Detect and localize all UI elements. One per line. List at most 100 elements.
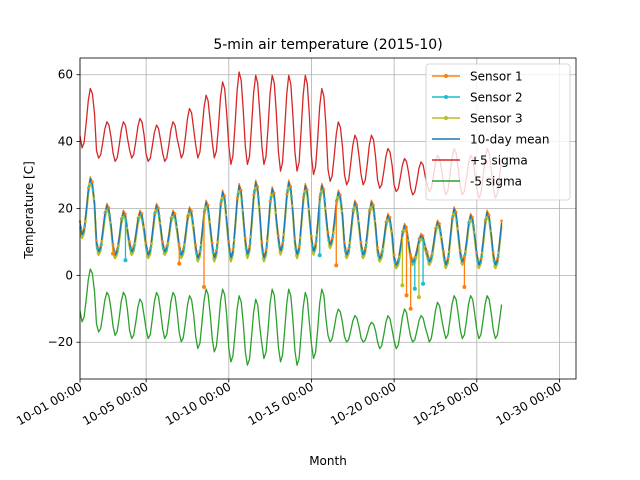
sensor-2-point-42 (253, 190, 256, 193)
legend-label-5: -5 sigma (470, 175, 522, 189)
sensor-2-point-96 (476, 259, 479, 263)
sensor-3-point-64 (344, 254, 348, 258)
sensor-1-point-19 (157, 206, 160, 210)
sensor-3-point-38 (237, 190, 240, 193)
x-tick-label-1: 10-05 00:00 (80, 379, 150, 428)
sensor-3-point-28 (195, 258, 199, 261)
sensor-1-point-95 (471, 216, 475, 219)
sensor-3-point-54 (303, 190, 306, 193)
sensor-3-point-95 (472, 231, 476, 234)
sensor-3-point-86 (435, 225, 439, 229)
series-lower-sigma-line (79, 268, 503, 366)
sensor-1-point-53 (297, 245, 301, 248)
sensor-1-spike-point-1 (177, 261, 182, 266)
sensor-3-point-10 (121, 215, 124, 219)
sensor-3-point-17 (150, 242, 153, 245)
sensor-3-spike-point-0 (400, 283, 405, 288)
sensor-3-point-22 (171, 215, 174, 219)
sensor-2-point-71 (372, 211, 376, 215)
sensor-3-point-33 (216, 240, 220, 244)
sensor-3-point-78 (402, 229, 406, 232)
sensor-3-point-55 (307, 207, 311, 211)
sensor-3-point-61 (332, 231, 335, 234)
sensor-2-point-52 (294, 247, 297, 251)
sensor-3-point-74 (385, 219, 389, 222)
sensor-2-point-4 (95, 246, 99, 250)
sensor-3-point-51 (290, 204, 294, 208)
sensor-2-point-89 (447, 254, 450, 258)
sensor-2-point-16 (145, 249, 149, 253)
sensor-3-point-58 (319, 190, 323, 193)
sensor-1-point-96 (475, 251, 479, 254)
sensor-1-point-51 (289, 185, 293, 188)
sensor-1-point-84 (425, 250, 429, 253)
sensor-1-point-87 (438, 222, 441, 225)
sensor-1-point-72 (376, 246, 379, 249)
sensor-2-point-15 (141, 219, 144, 222)
sensor-3-point-36 (228, 257, 232, 261)
sensor-3-point-49 (282, 233, 286, 236)
sensor-1-point-28 (194, 243, 197, 247)
sensor-2-point-36 (228, 250, 231, 254)
sensor-3-point-60 (328, 245, 331, 248)
sensor-2-point-75 (389, 223, 393, 226)
sensor-1-point-54 (301, 196, 305, 199)
y-tick-label-1: 0 (65, 268, 73, 282)
sensor-2-point-25 (182, 246, 186, 250)
sensor-2-point-92 (459, 256, 463, 260)
sensor-3-point-45 (266, 239, 269, 243)
sensor-2-point-87 (439, 229, 442, 232)
sensor-2-point-85 (430, 254, 434, 258)
sensor-1-point-27 (190, 209, 193, 213)
sensor-2-point-17 (149, 246, 153, 249)
sensor-2-point-56 (310, 244, 314, 248)
sensor-2-point-91 (455, 219, 459, 222)
sensor-1-point-83 (421, 234, 425, 238)
sensor-3-point-66 (352, 206, 356, 209)
sensor-1-point-41 (248, 245, 251, 248)
sensor-3-point-92 (460, 262, 463, 265)
sensor-2-point-61 (331, 235, 335, 238)
y-tick-label-0: −20 (48, 335, 73, 349)
sensor-1-point-34 (219, 202, 222, 205)
sensor-2-point-20 (162, 247, 165, 251)
sensor-1-point-59 (322, 188, 326, 191)
sensor-3-point-43 (257, 205, 261, 209)
legend-marker-2 (444, 116, 448, 120)
sensor-3-point-34 (220, 196, 224, 200)
sensor-2-point-59 (323, 197, 326, 201)
sensor-2-point-99 (488, 221, 492, 225)
sensor-1-point-33 (215, 248, 218, 252)
plot-frame (79, 57, 577, 380)
sensor-3-point-32 (212, 257, 215, 261)
sensor-3-point-46 (270, 193, 273, 197)
sensor-2-point-69 (364, 245, 368, 248)
sensor-3-point-12 (129, 252, 133, 255)
series-10-day-mean-line (79, 178, 503, 266)
series-layer (78, 71, 503, 366)
sensor-3-point-5 (100, 240, 104, 243)
sensor-2-point-64 (343, 249, 347, 252)
sensor-3-point-77 (398, 255, 401, 259)
sensor-1-spike-point-2 (202, 285, 206, 290)
sensor-2-point-31 (207, 212, 211, 215)
sensor-1-point-20 (161, 240, 164, 243)
sensor-1-point-16 (144, 241, 148, 245)
sensor-3-point-21 (166, 242, 170, 245)
sensor-3-point-15 (142, 225, 145, 229)
sensor-2-point-44 (261, 250, 264, 254)
x-tick-label-2: 10-10 00:00 (163, 379, 233, 428)
sensor-3-point-90 (452, 213, 455, 216)
sensor-3-point-91 (456, 227, 459, 230)
sensor-2-point-29 (199, 248, 202, 251)
sensor-1-point-39 (239, 188, 243, 192)
legend-label-1: Sensor 2 (470, 91, 523, 105)
sensor-1-point-23 (173, 212, 177, 215)
sensor-2-point-1 (83, 224, 87, 228)
sensor-3-point-0 (80, 234, 83, 238)
sensor-1-point-60 (326, 230, 330, 234)
sensor-1-point-37 (231, 248, 235, 251)
sensor-2-point-9 (116, 247, 120, 250)
sensor-1-point-38 (235, 196, 239, 200)
sensor-1-point-43 (256, 185, 260, 188)
